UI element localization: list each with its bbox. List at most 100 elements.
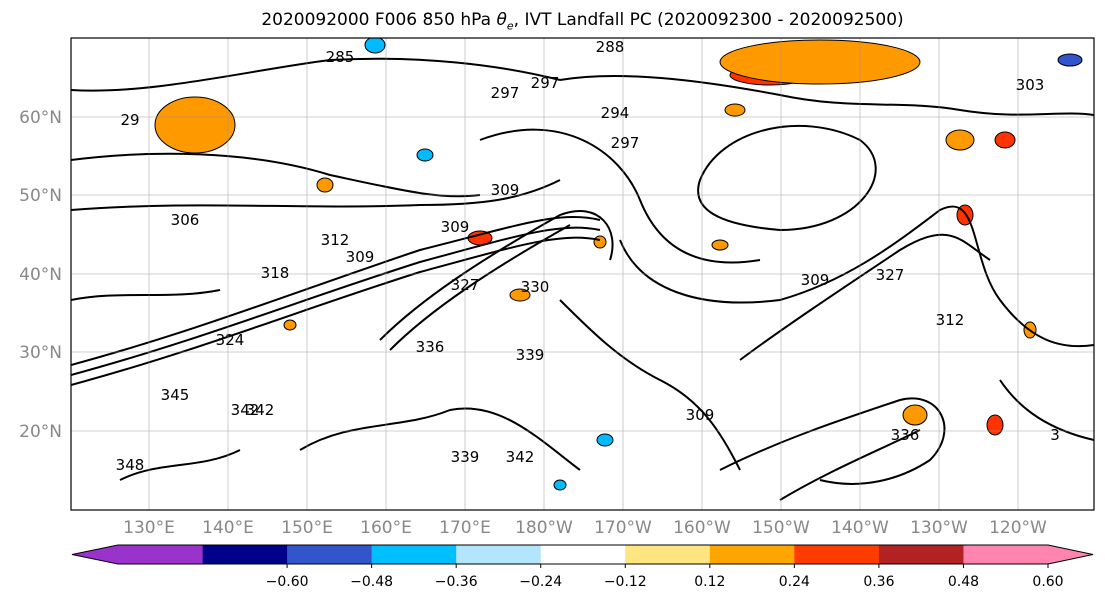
contour-label: 294 bbox=[601, 104, 630, 122]
lon-label: 150°W bbox=[752, 518, 810, 538]
lat-label: 30°N bbox=[19, 343, 62, 363]
contour-label: 312 bbox=[321, 231, 350, 249]
contour-line bbox=[71, 215, 601, 366]
contour-label: 339 bbox=[451, 448, 480, 466]
contour-label: 297 bbox=[531, 74, 560, 92]
contour-line bbox=[739, 233, 991, 361]
lon-label: 120°W bbox=[989, 518, 1047, 538]
lon-label: 140°E bbox=[202, 518, 254, 538]
contour-label: 339 bbox=[516, 346, 545, 364]
colorbar-segment bbox=[287, 545, 373, 564]
colorbar-segment bbox=[202, 545, 288, 564]
contour-label: 309 bbox=[441, 218, 470, 236]
colorbar-tick-label: 0.24 bbox=[779, 574, 810, 590]
contour-label: 342 bbox=[246, 401, 275, 419]
shaded-region bbox=[364, 38, 386, 54]
colorbar-outline bbox=[71, 544, 1094, 565]
shaded-region bbox=[1057, 53, 1083, 67]
contour-label: 309 bbox=[801, 271, 830, 289]
colorbar-tick-label: 0.48 bbox=[948, 574, 979, 590]
contour-label: 327 bbox=[451, 276, 480, 294]
contour-line bbox=[719, 397, 946, 485]
contour-label: 324 bbox=[216, 331, 245, 349]
lon-label: 160°E bbox=[360, 518, 412, 538]
contour-label: 306 bbox=[171, 211, 200, 229]
contour-line bbox=[697, 124, 877, 232]
lon-label: 180°W bbox=[515, 518, 573, 538]
contour-line bbox=[559, 299, 741, 471]
shaded-region bbox=[986, 414, 1004, 436]
contour-line bbox=[779, 429, 921, 501]
shaded-region bbox=[724, 103, 746, 117]
colorbar-tick-label: −0.60 bbox=[266, 574, 309, 590]
contour-label: 336 bbox=[416, 338, 445, 356]
colorbar-tick-label: −0.12 bbox=[604, 574, 647, 590]
colorbar-segments bbox=[71, 544, 1094, 565]
contour-line bbox=[71, 226, 601, 376]
lat-label: 50°N bbox=[19, 186, 62, 206]
contour-label: 330 bbox=[521, 278, 550, 296]
contour-line bbox=[559, 74, 1094, 116]
shaded-region bbox=[711, 239, 729, 251]
shaded-region bbox=[553, 479, 567, 491]
contour-line bbox=[999, 379, 1094, 441]
contour-label: 336 bbox=[891, 426, 920, 444]
contour-label: 345 bbox=[161, 386, 190, 404]
shaded-region bbox=[994, 131, 1016, 149]
lat-label: 60°N bbox=[19, 108, 62, 128]
contour-label: 288 bbox=[596, 38, 625, 56]
shaded-region bbox=[316, 177, 334, 193]
lon-label: 170°W bbox=[594, 518, 652, 538]
colorbar-tick-label: 0.12 bbox=[694, 574, 725, 590]
colorbar-segment bbox=[878, 545, 964, 564]
colorbar-segment bbox=[625, 545, 711, 564]
contour-label: 342 bbox=[231, 401, 260, 419]
contour-line bbox=[119, 449, 241, 481]
contour-label: 3 bbox=[1050, 426, 1060, 444]
longitude-labels: 130°E 140°E 150°E 160°E 170°E 180°W 170°W 160°W… bbox=[123, 518, 1047, 538]
contour-label: 309 bbox=[346, 248, 375, 266]
chart-title: 2020092000 F006 850 hPa θe, IVT Landfall… bbox=[261, 10, 904, 33]
contour-label: 297 bbox=[611, 134, 640, 152]
lon-label: 150°E bbox=[281, 518, 333, 538]
shaded-region bbox=[902, 404, 928, 426]
colorbar-tick-label: −0.24 bbox=[519, 574, 562, 590]
contour-line bbox=[71, 236, 601, 386]
colorbar-tick-label: 0.60 bbox=[1032, 574, 1063, 590]
contour-label: 29 bbox=[120, 111, 139, 129]
contour-label: 303 bbox=[1016, 76, 1045, 94]
shaded-region bbox=[509, 288, 531, 302]
lat-label: 40°N bbox=[19, 265, 62, 285]
contour-line bbox=[71, 289, 221, 301]
lon-label: 170°E bbox=[439, 518, 491, 538]
contour-label: 297 bbox=[491, 84, 520, 102]
contour-line bbox=[71, 179, 561, 211]
contour-label: 309 bbox=[686, 406, 715, 424]
colorbar-segment bbox=[371, 545, 457, 564]
shaded-region bbox=[719, 39, 921, 85]
lon-label: 130°W bbox=[910, 518, 968, 538]
map-frame bbox=[70, 37, 1095, 511]
contour-label: 327 bbox=[876, 266, 905, 284]
shaded-region bbox=[596, 433, 614, 447]
contour-label: 318 bbox=[261, 264, 290, 282]
lon-label: 140°W bbox=[831, 518, 889, 538]
contour-label: 342 bbox=[506, 448, 535, 466]
colorbar-tick-label: −0.36 bbox=[435, 574, 478, 590]
colorbar-ticks: −0.60 −0.48 −0.36 −0.24 −0.12 0.12 0.24 0.36 0.4… bbox=[266, 564, 1064, 590]
colorbar-segment bbox=[456, 545, 542, 564]
contour-line bbox=[299, 407, 581, 471]
shaded-region bbox=[416, 148, 434, 162]
colorbar-segment bbox=[794, 545, 880, 564]
colorbar-tick-label: −0.48 bbox=[350, 574, 393, 590]
contour-label: 309 bbox=[491, 181, 520, 199]
colorbar-segment bbox=[709, 545, 795, 564]
shaded-anomaly-regions bbox=[154, 38, 1083, 491]
shaded-region bbox=[945, 129, 975, 151]
colorbar-segment-extend-high bbox=[963, 545, 1093, 564]
lat-label: 20°N bbox=[19, 422, 62, 442]
latitude-labels: 60°N 50°N 40°N 30°N 20°N bbox=[19, 108, 62, 442]
